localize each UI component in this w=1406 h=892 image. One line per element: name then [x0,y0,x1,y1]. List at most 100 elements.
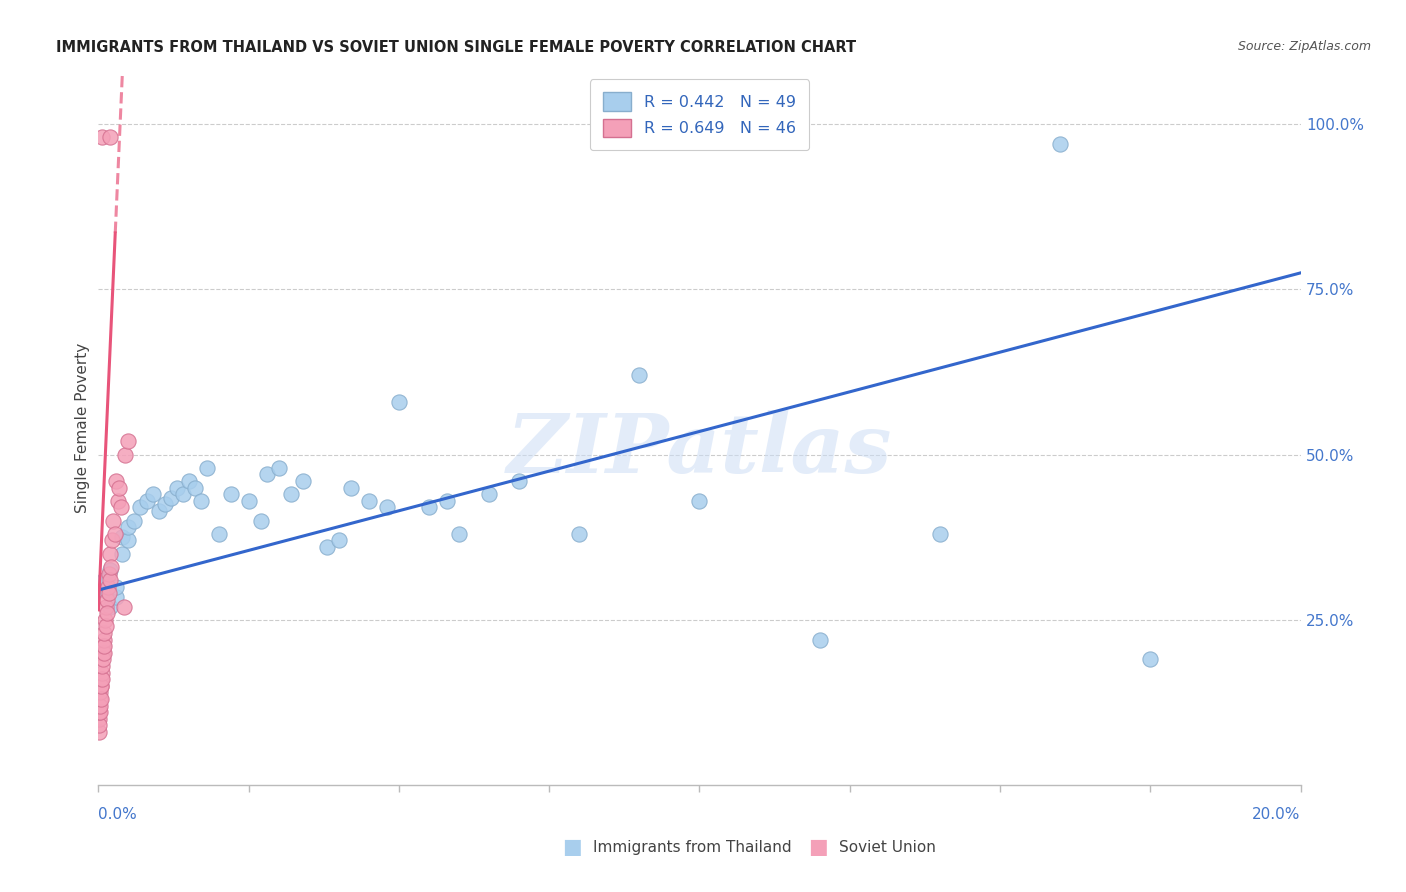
Point [280,487,302,501]
Text: Source: ZipAtlas.com: Source: ZipAtlas.com [1237,40,1371,54]
Point [91,639,114,653]
Point [117,520,139,534]
Point [388,394,411,409]
Point [93,573,115,587]
Point [117,533,139,548]
Point [508,474,530,488]
Point [89,698,111,713]
Point [96,593,118,607]
Point [172,487,194,501]
Point [94,613,117,627]
Point [141,487,163,501]
Legend: R = 0.442   N = 49, R = 0.649   N = 46: R = 0.442 N = 49, R = 0.649 N = 46 [591,79,808,150]
Point [808,632,831,647]
Point [195,460,218,475]
Point [117,434,139,449]
Point [90,692,112,706]
Y-axis label: Single Female Poverty: Single Female Poverty [75,343,90,513]
Point [148,504,170,518]
Point [93,582,115,597]
Point [108,481,131,495]
Point [93,646,115,660]
Point [129,500,152,515]
Point [87,725,110,739]
Point [1049,136,1071,151]
Point [89,706,111,720]
Point [87,712,110,726]
Point [89,706,111,720]
Point [114,448,136,462]
Point [110,500,132,515]
Point [166,481,188,495]
Point [418,500,440,515]
Point [98,573,121,587]
Point [256,467,278,482]
Point [249,514,271,528]
Point [89,692,111,706]
Point [478,487,501,501]
Text: ZIPatlas: ZIPatlas [506,409,893,490]
Text: Immigrants from Thailand: Immigrants from Thailand [593,840,792,855]
Point [96,619,118,633]
Point [111,530,134,544]
Point [90,665,112,680]
Point [112,599,135,614]
Text: ■: ■ [562,838,582,857]
Point [219,487,242,501]
Text: 0.0%: 0.0% [98,807,138,822]
Point [105,580,128,594]
Point [689,493,711,508]
Point [100,130,122,145]
Point [90,679,112,693]
Point [89,679,111,693]
Point [97,586,120,600]
Text: ■: ■ [808,838,828,857]
Point [100,599,122,614]
Text: Soviet Union: Soviet Union [839,840,936,855]
Point [98,566,121,581]
Point [93,639,115,653]
Point [104,527,127,541]
Point [96,606,118,620]
Point [238,493,260,508]
Point [291,474,314,488]
Point [628,368,651,383]
Point [267,460,290,475]
Point [89,685,111,699]
Point [328,533,350,548]
Point [135,493,157,508]
Point [340,481,363,495]
Point [357,493,380,508]
Point [87,718,110,732]
Point [100,547,122,561]
Point [91,659,114,673]
Point [93,632,115,647]
Text: IMMIGRANTS FROM THAILAND VS SOVIET UNION SINGLE FEMALE POVERTY CORRELATION CHART: IMMIGRANTS FROM THAILAND VS SOVIET UNION… [56,40,856,55]
Point [315,540,337,554]
Text: 20.0%: 20.0% [1253,807,1301,822]
Point [90,130,112,145]
Point [105,474,128,488]
Point [103,514,125,528]
Point [107,493,129,508]
Point [91,646,114,660]
Point [100,563,122,577]
Point [177,474,200,488]
Point [183,481,205,495]
Point [94,599,117,614]
Point [91,672,114,686]
Point [190,493,212,508]
Point [568,527,591,541]
Point [375,500,398,515]
Point [91,652,114,666]
Point [97,580,120,594]
Point [1139,652,1161,666]
Point [436,493,458,508]
Point [124,514,146,528]
Point [447,527,470,541]
Point [208,527,231,541]
Point [100,533,122,548]
Point [105,590,128,604]
Point [159,491,181,505]
Point [929,527,952,541]
